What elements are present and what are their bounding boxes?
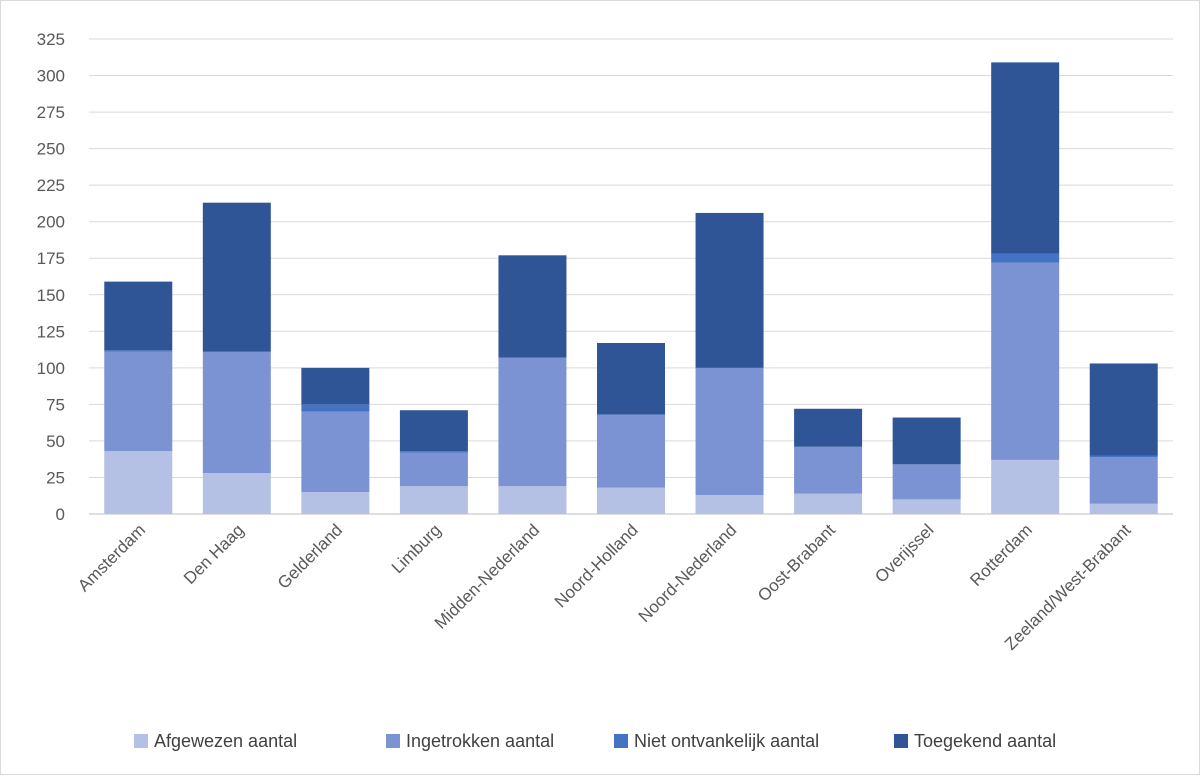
bar-segment-afgewezen-aantal (892, 499, 961, 514)
y-tick-label: 175 (37, 249, 65, 268)
bar-segment-toegekend-aantal (104, 281, 173, 351)
bar-segment-afgewezen-aantal (301, 492, 370, 514)
bar-segment-ingetrokken-aantal (695, 367, 764, 495)
x-category-label: Oost-Brabant (754, 520, 839, 605)
legend-label: Niet ontvankelijk aantal (634, 731, 819, 751)
y-tick-label: 0 (56, 505, 65, 524)
bar-segment-ingetrokken-aantal (498, 357, 567, 487)
bar-segment-niet-ontvankelijk-aantal (1089, 455, 1158, 457)
x-category-label: Limburg (388, 520, 445, 577)
bar-segment-toegekend-aantal (498, 255, 567, 358)
bar-segment-niet-ontvankelijk-aantal (991, 253, 1060, 263)
legend-swatch (134, 734, 148, 748)
bar-segment-toegekend-aantal (892, 417, 961, 465)
bar-segment-toegekend-aantal (202, 202, 271, 352)
legend-label: Afgewezen aantal (154, 731, 297, 751)
legend-swatch (386, 734, 400, 748)
x-category-label: Overijssel (871, 520, 937, 586)
x-category-label: Gelderland (274, 520, 346, 592)
bar-segment-afgewezen-aantal (1089, 503, 1158, 514)
y-tick-label: 325 (37, 30, 65, 49)
x-category-label: Noord-Nederland (635, 520, 741, 626)
bar-segment-afgewezen-aantal (498, 486, 567, 514)
bar-segment-ingetrokken-aantal (399, 452, 468, 487)
bars (104, 62, 1158, 514)
bar-segment-toegekend-aantal (991, 62, 1060, 254)
bar-segment-afgewezen-aantal (104, 451, 173, 514)
y-tick-label: 50 (46, 432, 65, 451)
y-tick-label: 300 (37, 67, 65, 86)
legend-swatch (614, 734, 628, 748)
bar-segment-ingetrokken-aantal (202, 351, 271, 474)
y-tick-label: 25 (46, 468, 65, 487)
bar-segment-ingetrokken-aantal (597, 414, 665, 488)
bar-segment-niet-ontvankelijk-aantal (301, 404, 370, 412)
legend-label: Ingetrokken aantal (406, 731, 554, 751)
bar-segment-afgewezen-aantal (202, 473, 271, 514)
y-tick-label: 275 (37, 103, 65, 122)
bar-segment-afgewezen-aantal (695, 495, 764, 514)
x-category-label: Den Haag (180, 520, 248, 588)
y-tick-label: 200 (37, 213, 65, 232)
y-tick-label: 225 (37, 176, 65, 195)
x-category-label: Amsterdam (74, 520, 149, 595)
bar-segment-toegekend-aantal (597, 343, 665, 415)
y-tick-label: 125 (37, 322, 65, 341)
bar-segment-toegekend-aantal (794, 408, 863, 447)
bar-segment-afgewezen-aantal (597, 487, 665, 514)
bar-segment-afgewezen-aantal (399, 486, 468, 514)
legend-label: Toegekend aantal (914, 731, 1056, 751)
legend: Afgewezen aantal Ingetrokken aantal Niet o… (134, 731, 1056, 751)
bar-segment-afgewezen-aantal (991, 459, 1060, 514)
legend-swatch (894, 734, 908, 748)
bar-segment-ingetrokken-aantal (991, 262, 1060, 460)
bar-segment-ingetrokken-aantal (794, 446, 863, 494)
bar-segment-niet-ontvankelijk-aantal (399, 451, 468, 453)
bar-segment-toegekend-aantal (301, 367, 370, 405)
bar-segment-niet-ontvankelijk-aantal (104, 350, 173, 352)
x-category-label: Noord-Holland (551, 520, 642, 611)
y-axis-tick-labels: 0 25 50 75 100 125 150 175 200 225 250 275 300 325 (37, 30, 65, 524)
bar-segment-afgewezen-aantal (794, 493, 863, 514)
bar-segment-ingetrokken-aantal (301, 411, 370, 493)
y-tick-label: 75 (46, 395, 65, 414)
bar-segment-toegekend-aantal (1089, 363, 1158, 456)
x-category-label: Midden-Nederland (431, 520, 543, 632)
y-tick-label: 100 (37, 359, 65, 378)
bar-segment-toegekend-aantal (695, 212, 764, 368)
bar-segment-ingetrokken-aantal (892, 464, 961, 500)
y-tick-label: 250 (37, 140, 65, 159)
bar-segment-ingetrokken-aantal (1089, 457, 1158, 504)
x-axis-category-labels: Amsterdam Den Haag Gelderland LimburgMidden… (74, 520, 1135, 654)
x-category-label: Rotterdam (966, 520, 1036, 590)
bar-segment-ingetrokken-aantal (104, 351, 173, 452)
bar-segment-toegekend-aantal (399, 410, 468, 452)
y-tick-label: 150 (37, 286, 65, 305)
